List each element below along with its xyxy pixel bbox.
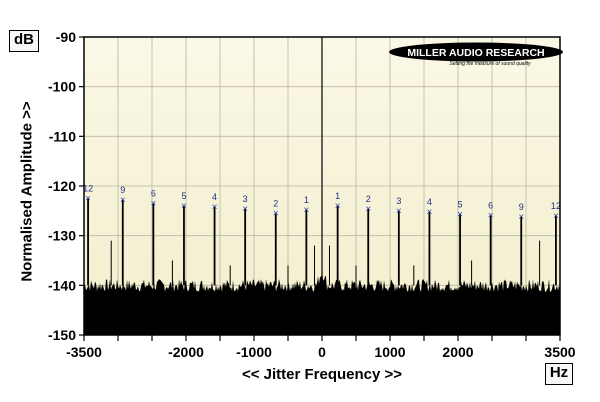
sideband-marker: × [242,204,248,215]
sideband-label: 6 [488,200,493,210]
x-tick-label: 0 [318,344,326,360]
y-tick-label: -140 [48,277,76,293]
y-tick-label: -130 [48,228,76,244]
y-unit-label: dB [9,30,39,52]
minor-spurs [110,240,541,286]
sideband-marker: × [427,207,433,218]
sideband-marker: × [396,206,402,217]
sideband-marker: × [120,195,126,206]
sideband-label: 3 [243,194,248,204]
sideband-marker: × [457,209,463,220]
sideband-marker: × [303,205,309,216]
x-tick-label: -1000 [236,344,272,360]
y-tick-label: -120 [48,178,76,194]
sideband-label: 9 [519,202,524,212]
x-axis-label: << Jitter Frequency >> [241,366,403,383]
sideband-label: 5 [458,199,463,209]
y-tick-label: -110 [49,128,76,144]
sideband-label: 1 [335,191,340,201]
sideband-marker: × [150,198,156,209]
y-tick-label: -90 [56,29,76,45]
y-tick-label: -100 [48,79,76,95]
sideband-label: 12 [551,201,561,211]
sideband-label: 1 [304,195,309,205]
sideband-label: 4 [212,192,217,202]
sideband-marker: × [335,201,341,212]
logo-tagline: Setting the measure of sound quality [449,61,531,67]
sideband-marker: × [553,211,559,222]
logo-name: MILLER AUDIO RESEARCH [407,47,544,59]
sideband-label: 12 [83,183,93,193]
sidebands: ×12×9×6×5×4×3×2×1×1×2×3×4×5×6×9×12 [83,183,561,286]
x-tick-label: -3500 [66,344,102,360]
sideband-marker: × [181,201,187,212]
x-tick-label: 1000 [374,344,405,360]
sideband-label: 2 [273,198,278,208]
sideband-label: 5 [181,191,186,201]
logo: MILLER AUDIO RESEARCH Setting the measur… [389,42,563,67]
x-ticks: -3500 -2000 -1000 0 1000 2000 3500 [66,335,576,360]
sideband-marker: × [273,208,279,219]
x-tick-label: 3500 [544,344,575,360]
y-tick-label: -150 [48,327,76,343]
y-ticks: -150 -140 -130 -120 -110 -100 -90 [48,29,84,343]
sideband-marker: × [365,204,371,215]
x-unit-label: Hz [545,363,573,385]
x-tick-label: -2000 [168,344,204,360]
sideband-marker: × [518,212,524,223]
sideband-label: 3 [396,196,401,206]
sideband-label: 4 [427,197,432,207]
sideband-marker: × [85,193,91,204]
x-tick-label: 2000 [442,344,473,360]
sideband-marker: × [488,210,494,221]
sideband-label: 9 [120,185,125,195]
sideband-marker: × [212,202,218,213]
sideband-label: 2 [366,194,371,204]
sideband-label: 6 [151,188,156,198]
